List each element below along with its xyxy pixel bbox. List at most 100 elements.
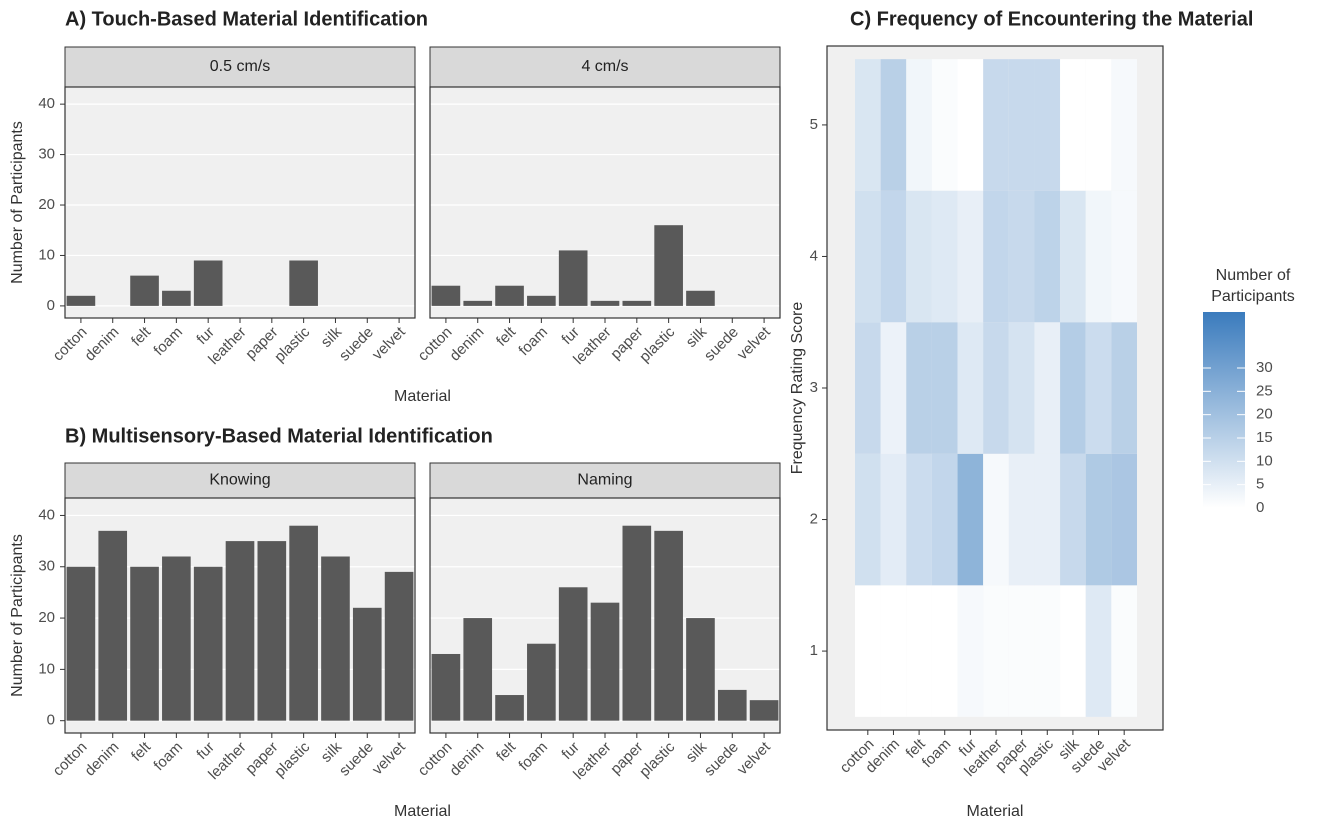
- x-tick-label: velvet: [734, 323, 774, 363]
- heat-tile: [1085, 59, 1112, 191]
- bar: [130, 566, 159, 721]
- bar: [193, 260, 223, 306]
- y-axis-title: Frequency Rating Score: [789, 302, 806, 475]
- y-axis-title: Number of Participants: [9, 534, 26, 697]
- x-tick-label: cotton: [415, 739, 456, 780]
- bar: [749, 700, 779, 721]
- heat-tile: [1111, 59, 1137, 191]
- heat-tile: [1111, 585, 1137, 717]
- x-tick-label: plastic: [636, 738, 678, 780]
- legend-title: Participants: [1211, 288, 1295, 305]
- plot-panel: [430, 87, 780, 318]
- facet-label: Naming: [577, 472, 632, 489]
- x-tick-label: fur: [193, 739, 217, 763]
- heat-tile: [906, 453, 932, 586]
- heat-tile: [931, 322, 958, 454]
- x-tick-label: denim: [446, 739, 487, 780]
- colorbar-label: 25: [1256, 382, 1273, 399]
- bar: [431, 285, 461, 306]
- x-tick-label: foam: [515, 739, 551, 775]
- heat-tile: [931, 453, 958, 586]
- bar: [590, 300, 620, 306]
- y-tick-label: 0: [47, 712, 55, 729]
- heat-tile: [957, 585, 984, 717]
- heat-tile: [1111, 453, 1137, 586]
- heat-tile: [1034, 585, 1061, 717]
- bar: [321, 556, 350, 721]
- heat-tile: [906, 322, 932, 454]
- heat-tile: [855, 59, 881, 191]
- bar: [622, 300, 652, 306]
- bar: [225, 541, 255, 721]
- facet-label: Knowing: [209, 472, 270, 489]
- heat-tile: [880, 190, 907, 323]
- heat-tile: [906, 59, 932, 191]
- colorbar-label: 10: [1256, 452, 1273, 469]
- heat-tile: [906, 190, 932, 323]
- x-tick-label: suede: [701, 324, 742, 365]
- heat-tile: [931, 585, 958, 717]
- x-tick-label: plastic: [271, 738, 313, 780]
- bar: [495, 695, 524, 721]
- heat-tile: [1085, 322, 1112, 454]
- bar: [98, 530, 128, 721]
- heat-tile: [983, 453, 1009, 586]
- heat-tile: [1008, 585, 1035, 717]
- y-tick-label: 10: [38, 246, 55, 263]
- y-tick-label: 40: [38, 95, 55, 112]
- bar: [352, 607, 382, 721]
- x-tick-label: denim: [446, 324, 487, 365]
- colorbar-label: 30: [1256, 359, 1273, 376]
- bar: [289, 260, 318, 306]
- facet-label: 4 cm/s: [581, 58, 628, 75]
- heat-tile: [880, 453, 907, 586]
- x-axis-title: Material: [967, 803, 1024, 820]
- heat-tile: [1060, 322, 1086, 454]
- heat-tile: [1060, 190, 1086, 323]
- heat-tile: [1034, 453, 1061, 586]
- y-tick-label: 1: [810, 642, 818, 659]
- facet-strip: [429, 462, 781, 499]
- heat-tile: [1111, 322, 1137, 454]
- bar: [289, 525, 318, 721]
- bar: [495, 285, 524, 306]
- heat-tile: [1085, 585, 1112, 717]
- y-tick-label: 5: [810, 116, 818, 133]
- x-tick-label: cotton: [415, 324, 456, 365]
- x-tick-label: suede: [336, 739, 377, 780]
- heat-tile: [983, 59, 1009, 191]
- bar: [558, 250, 588, 306]
- bar: [558, 587, 588, 721]
- x-tick-label: foam: [150, 739, 186, 775]
- x-tick-label: cotton: [50, 324, 91, 365]
- heat-tile: [855, 453, 881, 586]
- heat-tile: [855, 322, 881, 454]
- bar: [431, 653, 461, 721]
- y-tick-label: 30: [38, 146, 55, 163]
- bar: [717, 689, 747, 721]
- colorbar-label: 0: [1256, 499, 1264, 516]
- x-tick-label: denim: [81, 324, 122, 365]
- heat-tile: [855, 190, 881, 323]
- x-tick-label: plastic: [636, 323, 678, 365]
- bar: [193, 566, 223, 721]
- bar: [527, 643, 556, 721]
- y-tick-label: 2: [810, 511, 818, 528]
- x-tick-label: velvet: [369, 738, 409, 778]
- colorbar-label: 20: [1256, 406, 1273, 423]
- bar: [463, 618, 493, 721]
- panel-title: B) Multisensory-Based Material Identific…: [65, 425, 493, 447]
- bar: [654, 530, 683, 721]
- x-tick-label: plastic: [271, 323, 313, 365]
- bar: [686, 290, 715, 306]
- x-tick-label: cotton: [50, 739, 91, 780]
- heat-tile: [855, 585, 881, 717]
- heat-tile: [1034, 59, 1061, 191]
- bar: [463, 300, 493, 306]
- x-axis-title: Material: [394, 803, 451, 820]
- bar: [66, 566, 96, 721]
- y-tick-label: 4: [810, 247, 818, 264]
- x-tick-label: denim: [81, 739, 122, 780]
- heat-tile: [983, 585, 1009, 717]
- heat-tile: [1034, 322, 1061, 454]
